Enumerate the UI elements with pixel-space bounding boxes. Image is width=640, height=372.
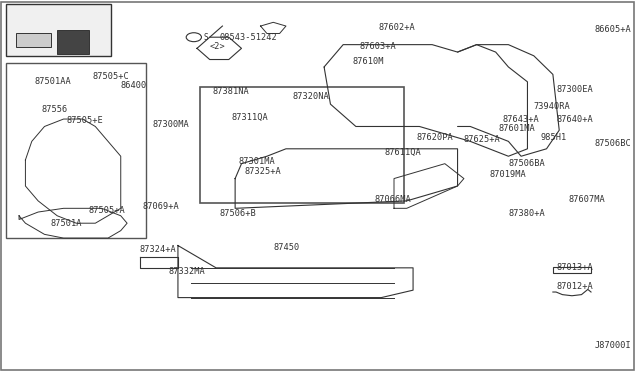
Text: 87506BC: 87506BC (594, 139, 631, 148)
Text: <2>: <2> (210, 42, 225, 51)
Text: S: S (204, 33, 208, 42)
Text: 87610M: 87610M (353, 57, 384, 66)
Text: 87506BA: 87506BA (508, 159, 545, 168)
Text: 87381NA: 87381NA (213, 87, 250, 96)
Text: 87501A: 87501A (51, 219, 83, 228)
Text: 87601MA: 87601MA (499, 124, 536, 133)
Text: 87505+A: 87505+A (89, 206, 125, 215)
Text: 87069+A: 87069+A (143, 202, 180, 211)
Text: 87620PA: 87620PA (416, 133, 453, 142)
Text: 87300MA: 87300MA (152, 120, 189, 129)
Text: 87300EA: 87300EA (556, 85, 593, 94)
Text: 87602+A: 87602+A (378, 23, 415, 32)
Text: 87019MA: 87019MA (490, 170, 526, 179)
Text: 87506+B: 87506+B (220, 209, 256, 218)
Text: 87012+A: 87012+A (556, 282, 593, 291)
Bar (200, 87, 404, 203)
Text: 87450: 87450 (273, 243, 300, 252)
Text: 87301MA: 87301MA (238, 157, 275, 166)
Text: 87625+A: 87625+A (464, 135, 500, 144)
Text: J87000I: J87000I (594, 341, 631, 350)
Text: 87505+E: 87505+E (67, 116, 104, 125)
Text: 87611QA: 87611QA (385, 148, 421, 157)
Bar (6, 4, 111, 56)
Text: 87311QA: 87311QA (232, 113, 269, 122)
Text: 87013+A: 87013+A (556, 263, 593, 272)
Bar (57, 30, 89, 54)
Text: 87643+A: 87643+A (502, 115, 539, 124)
Bar (553, 267, 591, 273)
Text: 87556: 87556 (42, 105, 68, 114)
Text: 87066MA: 87066MA (375, 195, 412, 203)
Text: 73940RA: 73940RA (534, 102, 571, 110)
Text: 87505+C: 87505+C (92, 72, 129, 81)
Bar (16, 33, 51, 46)
Text: 87332MA: 87332MA (168, 267, 205, 276)
Text: 87320NA: 87320NA (292, 92, 329, 101)
Text: 87325+A: 87325+A (244, 167, 282, 176)
Text: 87324+A: 87324+A (140, 245, 177, 254)
Text: 08543-51242: 08543-51242 (220, 33, 277, 42)
Text: 87380+A: 87380+A (508, 209, 545, 218)
Text: 985H1: 985H1 (540, 133, 566, 142)
Text: 87607MA: 87607MA (569, 195, 605, 203)
Text: 87501AA: 87501AA (35, 77, 72, 86)
Text: 87603+A: 87603+A (359, 42, 396, 51)
Text: 86400: 86400 (121, 81, 147, 90)
Text: 86605+A: 86605+A (594, 25, 631, 34)
Text: 87640+A: 87640+A (556, 115, 593, 124)
Bar (6, 63, 146, 238)
